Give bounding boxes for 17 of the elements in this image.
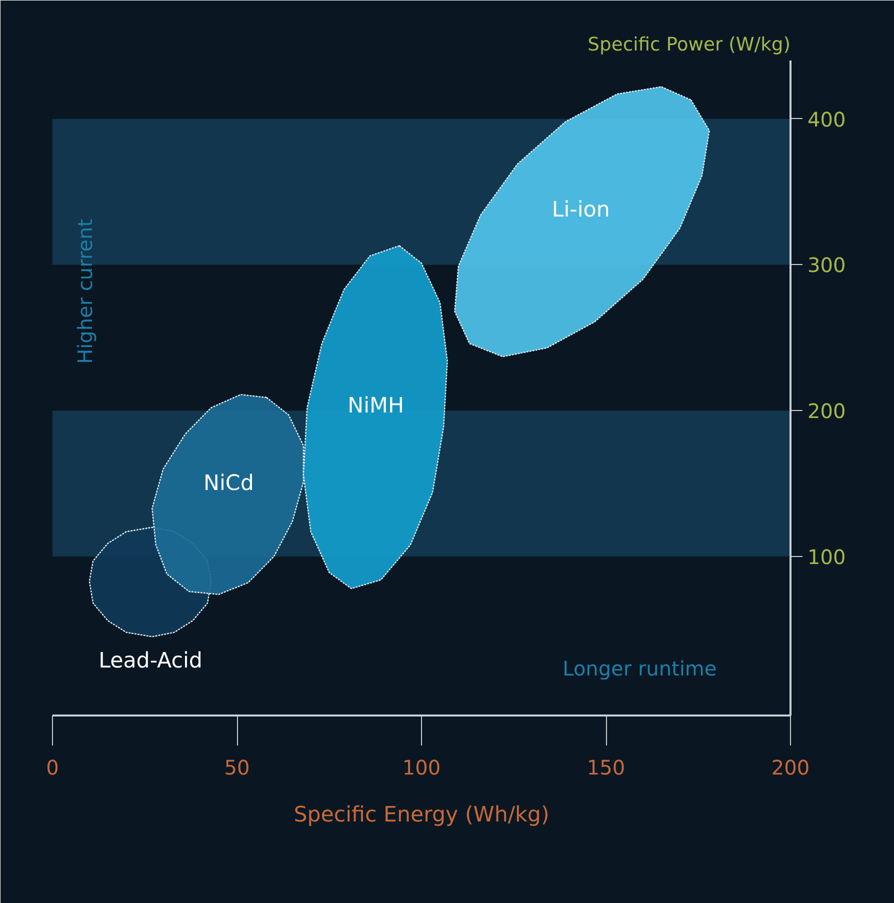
y-tick-label: 300 [808, 253, 846, 278]
series-label: NiCd [204, 470, 254, 496]
x-tick-label: 0 [46, 756, 59, 780]
y-axis-title: Specific Power (W/kg) [588, 34, 791, 56]
y-tick-label: 400 [808, 107, 846, 132]
annotation: Higher current [72, 218, 97, 364]
x-tick-label: 150 [586, 756, 626, 780]
x-tick-label: 100 [402, 756, 441, 780]
x-tick-label: 200 [771, 756, 810, 780]
y-tick-label: 100 [808, 544, 846, 569]
series-label: NiMH [348, 393, 404, 418]
annotation: Longer runtime [562, 656, 717, 680]
x-tick-label: 50 [224, 756, 250, 780]
y-tick-label: 200 [808, 399, 846, 424]
series-label: Li-ion [552, 197, 610, 222]
x-axis-title: Specific Energy (Wh/kg) [294, 802, 550, 828]
series-label: Lead-Acid [98, 648, 202, 674]
